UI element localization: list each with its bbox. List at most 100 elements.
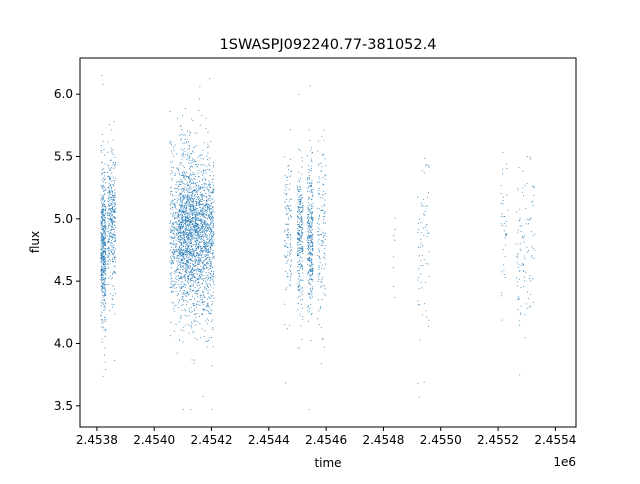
data-point xyxy=(209,268,211,270)
data-point xyxy=(317,150,319,152)
data-point xyxy=(102,241,104,243)
data-point xyxy=(108,175,110,177)
data-point xyxy=(172,286,174,288)
data-point xyxy=(209,175,211,177)
data-point xyxy=(300,243,302,245)
data-point xyxy=(200,271,202,273)
data-point xyxy=(201,196,203,198)
data-point xyxy=(104,241,106,243)
data-point xyxy=(206,252,208,254)
data-point xyxy=(196,313,198,315)
data-point xyxy=(182,326,184,328)
data-point xyxy=(196,272,198,274)
data-point xyxy=(170,191,172,193)
data-point xyxy=(113,195,115,197)
data-point xyxy=(108,277,110,279)
data-point xyxy=(204,258,206,260)
data-point xyxy=(299,225,301,228)
data-point xyxy=(302,272,304,274)
data-point xyxy=(102,266,104,268)
data-point xyxy=(183,176,185,178)
data-point xyxy=(530,305,532,307)
data-point xyxy=(113,244,115,247)
data-point xyxy=(205,272,207,274)
data-point xyxy=(102,263,104,265)
data-point xyxy=(101,214,103,216)
data-point xyxy=(307,206,309,208)
data-point xyxy=(287,223,289,225)
data-point xyxy=(210,238,212,240)
data-point xyxy=(184,242,186,244)
data-point xyxy=(311,294,313,296)
data-point xyxy=(177,167,179,169)
data-point xyxy=(526,251,528,253)
data-point xyxy=(109,244,111,246)
data-point xyxy=(189,249,191,251)
data-point xyxy=(297,296,299,298)
data-point xyxy=(178,246,181,248)
data-point xyxy=(297,234,299,236)
data-point xyxy=(298,179,300,182)
data-point xyxy=(310,253,312,255)
data-point xyxy=(196,242,198,244)
data-point xyxy=(317,273,319,275)
data-point xyxy=(420,246,422,248)
data-point xyxy=(176,202,178,204)
data-point xyxy=(207,235,209,237)
data-point xyxy=(199,297,201,299)
data-point xyxy=(290,215,292,217)
data-point xyxy=(181,285,183,288)
data-point xyxy=(190,271,192,273)
data-point xyxy=(174,277,176,279)
data-point xyxy=(321,194,323,196)
data-point xyxy=(190,182,192,184)
data-point xyxy=(188,178,190,180)
data-point xyxy=(299,267,301,269)
data-point xyxy=(174,227,176,229)
data-point xyxy=(201,290,203,293)
data-point xyxy=(296,250,299,252)
data-point xyxy=(197,245,199,247)
data-point xyxy=(173,280,175,282)
data-point xyxy=(190,198,192,200)
data-point xyxy=(321,205,323,207)
data-point xyxy=(207,249,209,251)
data-point xyxy=(174,187,176,189)
data-point xyxy=(203,288,205,290)
data-point xyxy=(211,226,213,228)
data-point xyxy=(199,295,201,297)
data-point xyxy=(208,258,210,260)
data-point xyxy=(501,213,503,215)
data-point xyxy=(114,237,117,239)
data-point xyxy=(184,213,186,215)
data-point xyxy=(111,129,113,131)
data-point xyxy=(181,206,183,208)
data-point xyxy=(108,218,110,220)
data-point xyxy=(208,269,210,271)
data-point xyxy=(197,239,199,242)
data-point xyxy=(183,183,185,185)
data-point xyxy=(423,381,425,383)
data-point xyxy=(111,272,113,274)
data-point xyxy=(200,234,202,236)
data-point xyxy=(114,261,117,263)
data-point xyxy=(297,188,299,191)
data-point xyxy=(173,283,175,286)
data-point xyxy=(310,204,312,206)
data-point xyxy=(174,272,176,274)
data-point xyxy=(109,252,111,254)
data-point xyxy=(111,180,113,182)
data-point xyxy=(309,212,311,214)
data-point xyxy=(187,148,189,150)
data-point xyxy=(185,263,187,265)
data-point xyxy=(211,276,213,278)
data-point xyxy=(284,382,287,384)
data-point xyxy=(211,212,213,214)
data-point xyxy=(203,267,205,269)
data-point xyxy=(286,198,288,200)
data-point xyxy=(206,227,209,229)
data-point xyxy=(210,191,212,193)
data-point xyxy=(113,221,115,223)
data-point xyxy=(108,209,110,211)
data-point xyxy=(317,276,319,278)
